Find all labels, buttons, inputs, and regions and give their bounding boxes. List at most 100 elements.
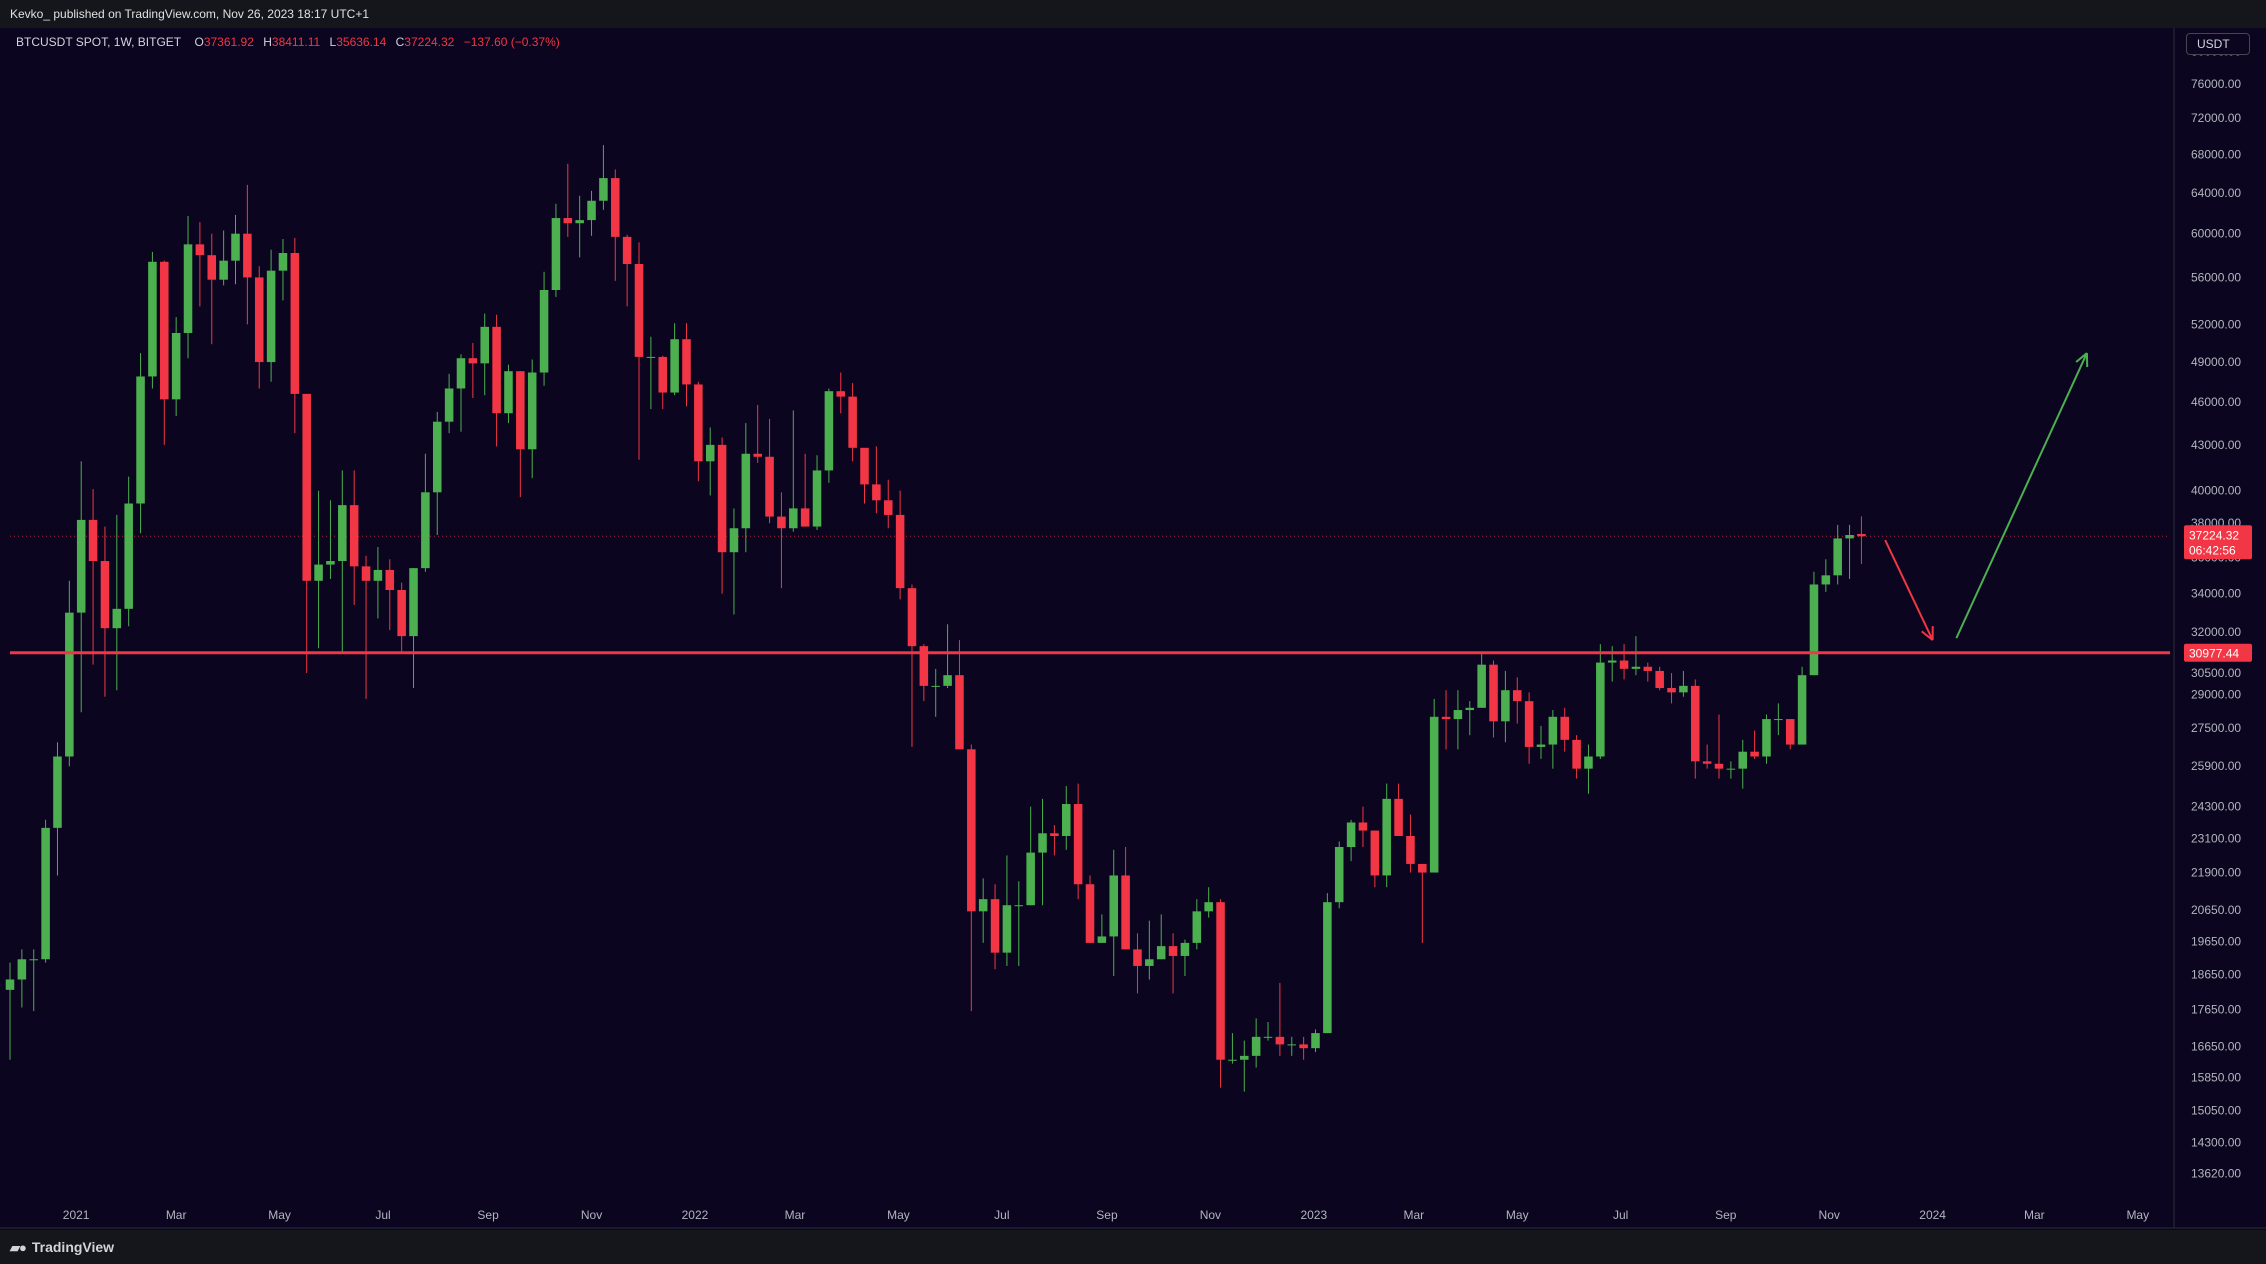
symbol-legend: BTCUSDT SPOT, 1W, BITGET O37361.92 H3841… xyxy=(16,35,566,49)
candle xyxy=(931,668,940,717)
candle-body xyxy=(1596,662,1605,757)
projection-arrow-down xyxy=(1884,539,1934,641)
candle xyxy=(1204,887,1213,918)
candle xyxy=(1311,1029,1320,1053)
open-value: 37361.92 xyxy=(203,35,254,49)
candle xyxy=(53,742,62,876)
y-tick-label: 46000.00 xyxy=(2191,395,2241,409)
candle xyxy=(1821,559,1831,592)
candle xyxy=(587,190,596,236)
candle-body xyxy=(1691,685,1700,762)
candle xyxy=(504,364,513,424)
candle-body xyxy=(516,371,525,450)
candle-body xyxy=(148,261,157,377)
candle-body xyxy=(1667,688,1676,693)
candle xyxy=(670,323,679,396)
candle-body xyxy=(1251,1036,1261,1056)
x-tick-label: Sep xyxy=(1715,1208,1737,1222)
candle xyxy=(65,580,74,767)
candle-body xyxy=(1702,761,1712,764)
candle-body xyxy=(1619,660,1629,669)
candle-body xyxy=(1287,1044,1297,1046)
candle-body xyxy=(278,252,288,271)
y-tick-label: 72000.00 xyxy=(2191,111,2241,125)
x-tick-label: Nov xyxy=(1819,1208,1840,1222)
candle-body xyxy=(1465,707,1475,711)
candle-body xyxy=(895,514,905,589)
candle xyxy=(990,884,1000,970)
candle xyxy=(575,195,584,258)
y-tick-label: 13620.00 xyxy=(2191,1167,2241,1181)
y-tick-label: 14300.00 xyxy=(2191,1136,2241,1150)
x-tick-label: May xyxy=(887,1208,910,1222)
candle-body xyxy=(361,566,371,581)
x-tick-label: Sep xyxy=(477,1208,499,1222)
y-tick-label: 15850.00 xyxy=(2191,1070,2241,1084)
currency-button[interactable]: USDT xyxy=(2186,33,2250,55)
tradingview-logo-icon: ▰● xyxy=(10,1240,27,1255)
x-tick-label: Mar xyxy=(2024,1208,2045,1222)
symbol-title[interactable]: BTCUSDT SPOT, 1W, BITGET xyxy=(16,35,182,49)
candle xyxy=(599,145,608,210)
candle-body xyxy=(373,569,383,581)
candle-body xyxy=(967,749,976,912)
x-tick-label: Nov xyxy=(1200,1208,1221,1222)
candle xyxy=(1109,849,1119,977)
candle xyxy=(1299,1036,1308,1060)
candle xyxy=(302,393,311,674)
tradingview-logo[interactable]: ▰● TradingView xyxy=(10,1239,114,1256)
candle-body xyxy=(824,391,834,471)
candle xyxy=(978,878,988,943)
y-tick-label: 19650.00 xyxy=(2191,934,2241,948)
candle-body xyxy=(1382,798,1391,876)
candle xyxy=(1168,933,1178,994)
candle-body xyxy=(1085,884,1095,943)
projection-arrow-up xyxy=(1955,352,2089,639)
candle-body xyxy=(1121,875,1130,950)
candle xyxy=(1073,783,1083,900)
x-tick-label: 2021 xyxy=(63,1208,90,1222)
candle xyxy=(1643,662,1653,682)
candle xyxy=(1785,719,1795,750)
candle xyxy=(1477,652,1486,708)
candle-body xyxy=(254,277,264,363)
candle xyxy=(1323,893,1332,1034)
candle-body xyxy=(183,244,193,333)
y-tick-label: 56000.00 xyxy=(2191,270,2241,284)
x-tick-label: Jul xyxy=(994,1208,1009,1222)
candle xyxy=(243,184,252,325)
publish-text: Kevko_ published on TradingView.com, Nov… xyxy=(10,7,370,21)
y-tick-label: 52000.00 xyxy=(2191,317,2241,331)
low-label: L xyxy=(329,35,337,49)
candle xyxy=(41,819,50,963)
candle-body xyxy=(1263,1036,1273,1038)
candle-body xyxy=(1441,716,1451,720)
candle-body xyxy=(266,270,276,363)
candle-body xyxy=(1133,949,1142,966)
candle-body xyxy=(1821,575,1831,585)
candle xyxy=(1085,875,1095,943)
candle xyxy=(1156,914,1166,960)
last-price-tag xyxy=(2184,525,2252,560)
x-tick-label: Sep xyxy=(1096,1208,1118,1222)
x-tick-label: May xyxy=(1506,1208,1529,1222)
candle-body xyxy=(207,255,217,280)
candle-body xyxy=(907,588,917,647)
candle-body xyxy=(527,372,537,450)
x-tick-label: Mar xyxy=(785,1208,806,1222)
candle xyxy=(1394,783,1403,836)
candle xyxy=(1560,707,1569,752)
candle xyxy=(694,381,703,482)
y-tick-label: 18650.00 xyxy=(2191,967,2241,981)
low-value: 35636.14 xyxy=(336,35,387,49)
y-tick-label: 64000.00 xyxy=(2191,186,2241,200)
candle-body xyxy=(29,959,39,961)
y-tick-label: 25900.00 xyxy=(2191,759,2241,773)
candle xyxy=(1050,825,1059,856)
candle-body xyxy=(1809,584,1819,676)
candle-body xyxy=(314,564,323,581)
candle-body xyxy=(1679,685,1688,693)
candle-body xyxy=(1762,719,1771,757)
candle xyxy=(1026,806,1035,906)
